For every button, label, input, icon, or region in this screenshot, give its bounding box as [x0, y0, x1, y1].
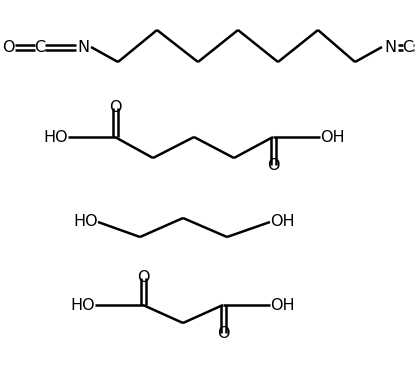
- Text: N: N: [384, 39, 396, 54]
- Text: OH: OH: [320, 130, 344, 145]
- Text: HO: HO: [73, 215, 98, 230]
- Text: O: O: [2, 39, 14, 54]
- Text: C: C: [34, 39, 46, 54]
- Text: OH: OH: [270, 215, 295, 230]
- Text: O: O: [109, 100, 121, 115]
- Text: N: N: [77, 39, 89, 54]
- Text: O: O: [267, 158, 279, 173]
- Text: HO: HO: [44, 130, 68, 145]
- Text: OH: OH: [270, 297, 295, 312]
- Text: HO: HO: [70, 297, 95, 312]
- Text: O: O: [217, 326, 229, 341]
- Text: O: O: [137, 270, 149, 285]
- Text: C: C: [402, 39, 414, 54]
